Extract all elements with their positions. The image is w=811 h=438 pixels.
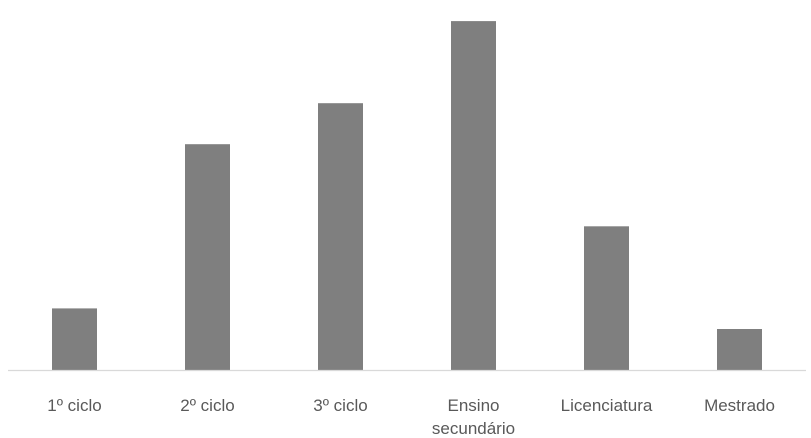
bars-group [52,21,762,370]
x-tick-label-line: 1º ciclo [47,396,101,415]
x-tick-label-line: 2º ciclo [180,396,234,415]
bar-5 [717,329,762,370]
x-tick-label-0: 1º ciclo [47,396,101,415]
x-tick-label-line: secundário [432,419,515,438]
bar-1 [185,144,230,370]
x-tick-label-4: Licenciatura [561,396,653,415]
x-tick-label-line: Ensino [448,396,500,415]
x-tick-label-line: Licenciatura [561,396,653,415]
bar-0 [52,308,97,370]
bar-4 [584,226,629,370]
x-tick-label-2: 3º ciclo [313,396,367,415]
x-tick-label-1: 2º ciclo [180,396,234,415]
x-tick-labels: 1º ciclo 2º ciclo 3º ciclo Ensino secundário… [47,396,775,438]
x-tick-label-5: Mestrado [704,396,775,415]
bar-3 [451,21,496,370]
bar-2 [318,103,363,370]
x-tick-label-line: 3º ciclo [313,396,367,415]
x-tick-label-3: Ensino secundário [432,396,515,438]
x-tick-label-line: Mestrado [704,396,775,415]
